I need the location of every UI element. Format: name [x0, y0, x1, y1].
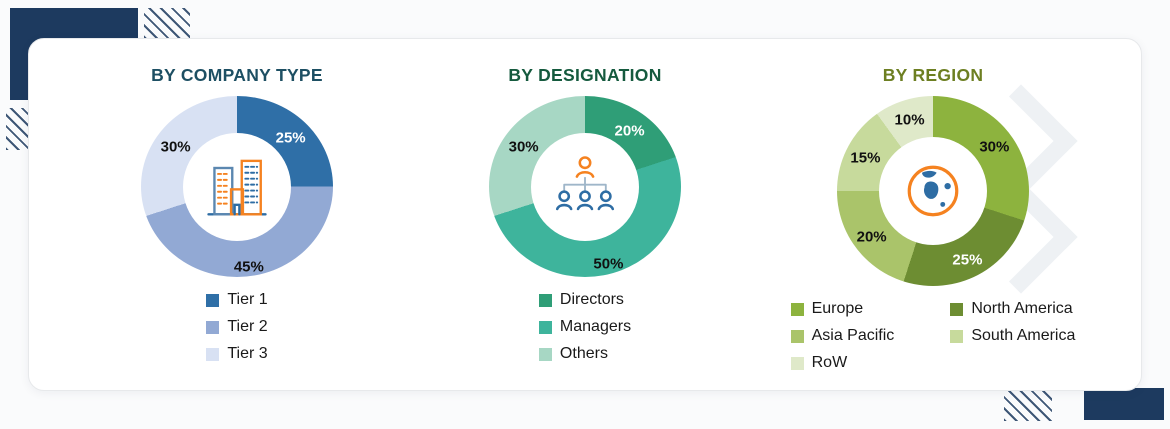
legend-label: South America [971, 327, 1076, 344]
segment-percent-label: 50% [593, 255, 624, 273]
chart-panel-designation: BY DESIGNATION [411, 65, 759, 372]
globe-icon [907, 165, 959, 217]
chart-title-company-type: BY COMPANY TYPE [151, 65, 323, 85]
segment-percent-label: 30% [160, 138, 191, 156]
diagonal-stripes-decoration [144, 8, 190, 38]
legend-swatch [950, 302, 964, 316]
chart-panel-region: BY REGION 30% 25% 20% 15% 10% Europe Asia Pac… [759, 65, 1107, 372]
legend-label: Tier 1 [227, 291, 268, 308]
donut-hole [531, 132, 639, 241]
legend-item: Tier 2 [206, 318, 268, 336]
segment-percent-label: 25% [952, 251, 983, 269]
segment-percent-label: 30% [508, 138, 539, 156]
segment-percent-label: 25% [275, 129, 306, 147]
chart-panel-company-type: BY COMPANY TYPE [63, 65, 411, 372]
legend-item: South America [950, 327, 1075, 345]
legend-swatch [950, 329, 964, 343]
legend-swatch [206, 320, 220, 334]
chart-title-region: BY REGION [882, 65, 984, 85]
legend-label: Others [559, 345, 608, 362]
legend-swatch [538, 293, 552, 307]
corner-decoration-bottom-right [1084, 388, 1164, 420]
legend-item: Tier 3 [206, 345, 268, 363]
legend-label: Directors [559, 291, 624, 308]
legend-label: Managers [559, 318, 632, 335]
segment-percent-label: 30% [979, 138, 1010, 156]
donut-chart-designation: 20% 50% 30% [489, 96, 681, 277]
legend-item: Directors [538, 291, 631, 309]
legend-swatch [206, 347, 220, 361]
donut-hole [879, 137, 987, 245]
chart-title-designation: BY DESIGNATION [508, 65, 662, 85]
legend-swatch [538, 320, 552, 334]
donut-chart-company-type: 25% 45% 30% [141, 96, 333, 277]
legend-label: Europe [811, 300, 864, 317]
legend-designation: Directors Managers Others [538, 291, 632, 372]
donut-hole [183, 132, 291, 241]
segment-percent-label: 15% [850, 149, 881, 167]
chart-card: BY COMPANY TYPE [28, 38, 1142, 391]
legend-label: North America [971, 300, 1073, 317]
legend-company-type: Tier 1 Tier 2 Tier 3 [206, 291, 268, 372]
legend-item: North America [950, 300, 1075, 318]
segment-percent-label: 10% [894, 111, 925, 129]
legend-swatch [790, 329, 804, 343]
segment-percent-label: 20% [856, 228, 887, 246]
segment-percent-label: 20% [614, 122, 645, 140]
diagonal-stripes-decoration [1004, 389, 1052, 421]
legend-item: Others [538, 345, 631, 363]
legend-swatch [206, 293, 220, 307]
legend-swatch [790, 356, 804, 370]
legend-label: Tier 2 [227, 318, 268, 335]
legend-item: Europe [790, 300, 895, 318]
legend-item: Tier 1 [206, 291, 268, 309]
segment-percent-label: 45% [233, 258, 264, 276]
legend-item: Asia Pacific [790, 327, 895, 345]
buildings-icon [207, 159, 267, 215]
legend-swatch [790, 302, 804, 316]
legend-label: RoW [811, 354, 848, 371]
org-chart-icon [555, 155, 615, 210]
legend-swatch [538, 347, 552, 361]
legend-label: Tier 3 [227, 345, 268, 362]
legend-region: Europe Asia Pacific RoW North America South … [790, 300, 1075, 372]
legend-item: RoW [790, 354, 895, 372]
donut-chart-region: 30% 25% 20% 15% 10% [837, 96, 1029, 286]
legend-item: Managers [538, 318, 632, 336]
legend-label: Asia Pacific [811, 327, 895, 344]
